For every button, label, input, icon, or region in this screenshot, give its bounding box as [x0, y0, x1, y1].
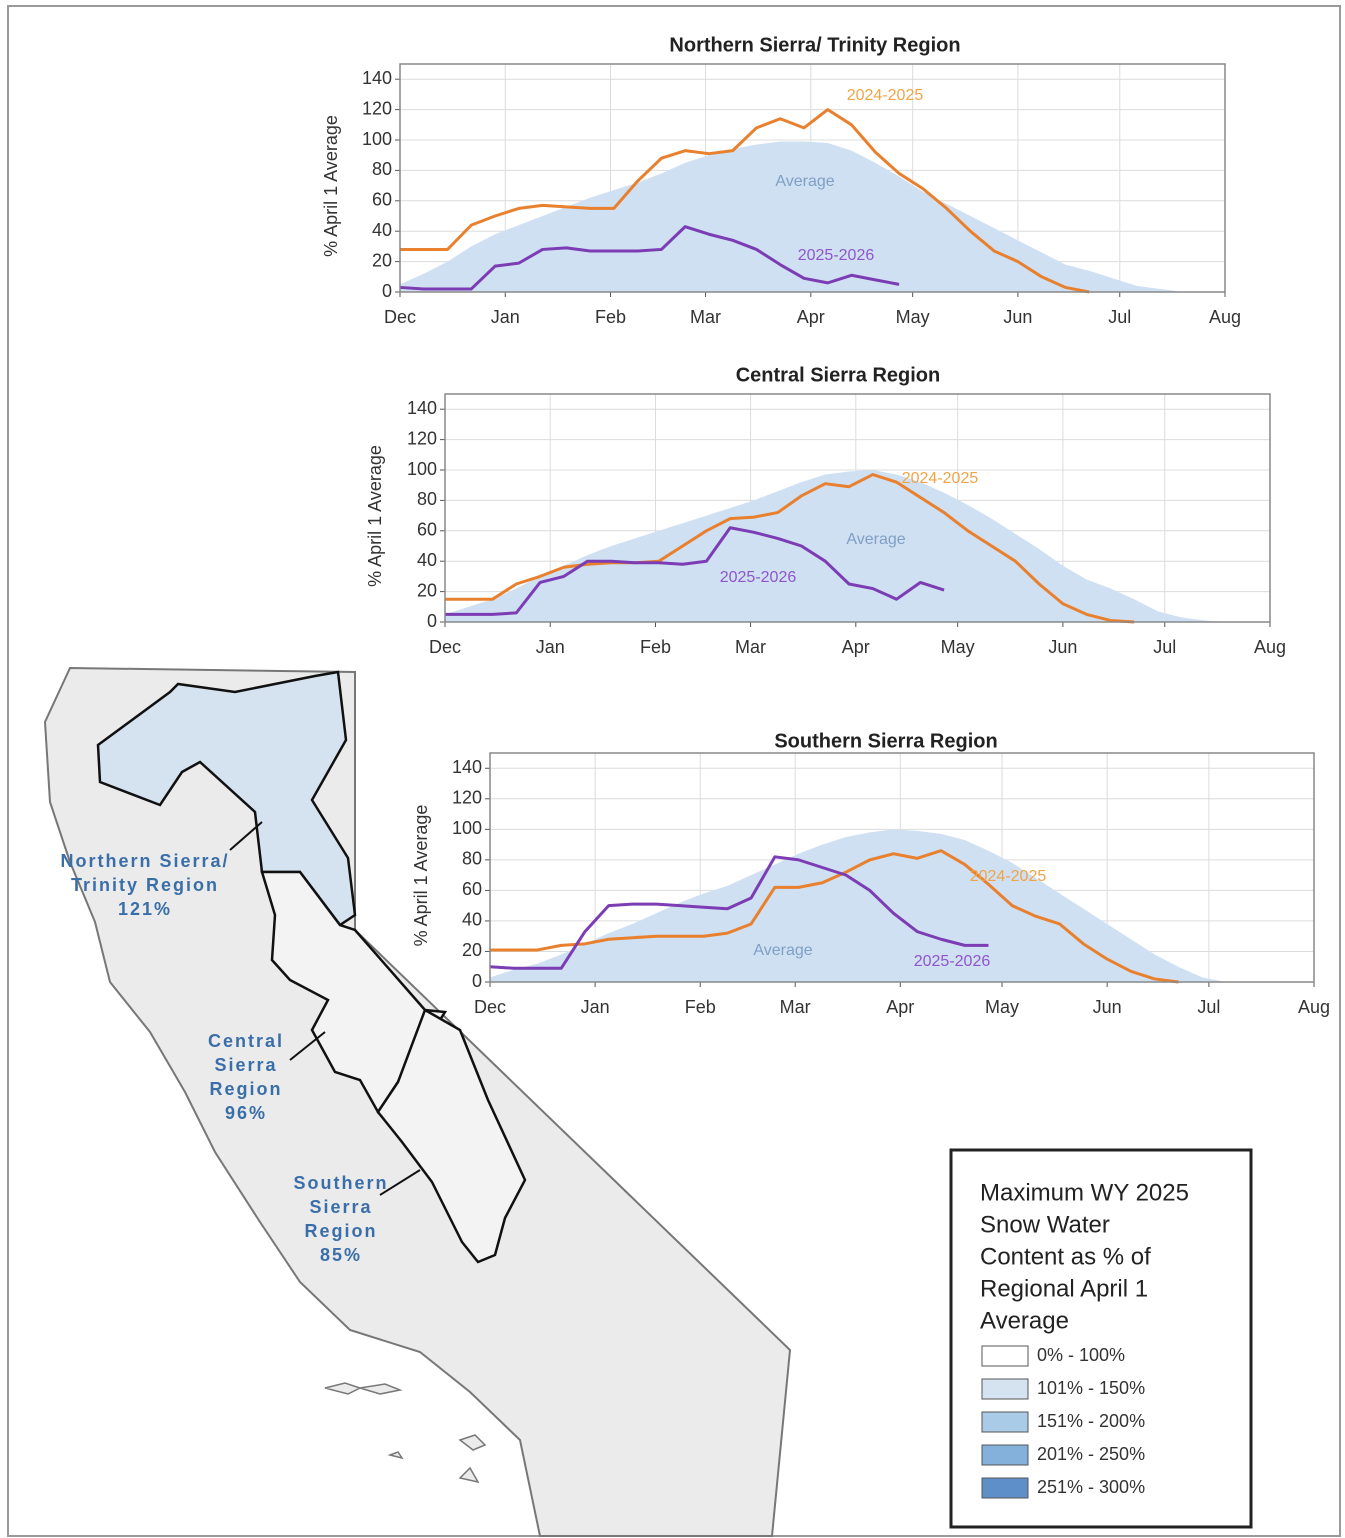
legend-swatch	[982, 1445, 1028, 1465]
x-tick-label: Jul	[1108, 307, 1131, 327]
y-tick-label: 60	[462, 879, 482, 899]
chart: 0 20 40 60 80 100 120 140 Dec Jan Feb Mar Apr May Jun J…	[411, 730, 1330, 1016]
y-tick-label: 80	[372, 159, 392, 179]
legend-title: Content as % of	[980, 1243, 1151, 1270]
legend-title: Maximum WY 2025	[980, 1179, 1189, 1206]
x-tick-label: May	[941, 637, 975, 657]
x-tick-label: Feb	[685, 997, 716, 1017]
y-tick-label: 20	[372, 250, 392, 270]
series-label: 2025-2026	[798, 247, 875, 264]
y-tick-label: 140	[407, 398, 437, 418]
x-tick-label: Jun	[1003, 307, 1032, 327]
x-tick-label: Jul	[1153, 637, 1176, 657]
map-label: Central	[208, 1031, 284, 1051]
legend-label: 251% - 300%	[1037, 1477, 1145, 1497]
y-tick-label: 80	[417, 489, 437, 509]
legend-label: 101% - 150%	[1037, 1378, 1145, 1398]
series-label: Average	[775, 173, 834, 190]
y-tick-label: 100	[452, 818, 482, 838]
x-tick-label: Apr	[842, 637, 870, 657]
map-label: Sierra	[214, 1055, 277, 1075]
map-label: Trinity Region	[71, 875, 219, 895]
legend-label: 0% - 100%	[1037, 1345, 1125, 1365]
x-tick-label: Jun	[1048, 637, 1077, 657]
legend-label: 151% - 200%	[1037, 1411, 1145, 1431]
map-label: Northern Sierra/	[60, 851, 229, 871]
map-label: Southern	[294, 1173, 389, 1193]
legend-title: Regional April 1	[980, 1275, 1148, 1302]
x-tick-label: Jan	[491, 307, 520, 327]
x-tick-label: Aug	[1209, 307, 1241, 327]
x-tick-label: Apr	[886, 997, 914, 1017]
y-tick-label: 40	[417, 550, 437, 570]
legend-swatch	[982, 1412, 1028, 1432]
y-tick-label: 100	[362, 129, 392, 149]
y-tick-label: 100	[407, 459, 437, 479]
y-tick-label: 120	[362, 98, 392, 118]
map-label: 96%	[225, 1103, 267, 1123]
y-tick-label: 140	[362, 68, 392, 88]
map-label: Region	[210, 1079, 283, 1099]
series-label: Average	[753, 942, 812, 959]
legend-title: Average	[980, 1307, 1069, 1334]
x-tick-label: Dec	[384, 307, 416, 327]
x-tick-label: Apr	[797, 307, 825, 327]
y-tick-label: 20	[417, 580, 437, 600]
legend-swatch	[982, 1346, 1028, 1366]
x-tick-label: Jan	[581, 997, 610, 1017]
series-label: 2025-2026	[914, 953, 991, 970]
x-tick-label: May	[896, 307, 930, 327]
y-axis-label: % April 1 Average	[365, 445, 385, 587]
x-tick-label: Jan	[536, 637, 565, 657]
x-tick-label: Feb	[595, 307, 626, 327]
y-tick-label: 120	[407, 428, 437, 448]
x-tick-label: Aug	[1298, 997, 1330, 1017]
y-tick-label: 80	[462, 849, 482, 869]
legend-swatch	[982, 1379, 1028, 1399]
series-label: 2025-2026	[720, 569, 797, 586]
y-tick-label: 0	[382, 281, 392, 301]
y-tick-label: 60	[417, 520, 437, 540]
legend-label: 201% - 250%	[1037, 1444, 1145, 1464]
chart-title: Southern Sierra Region	[774, 730, 997, 752]
x-tick-label: Jun	[1093, 997, 1122, 1017]
x-tick-label: Mar	[735, 637, 766, 657]
series-label: Average	[846, 531, 905, 548]
map-label: 85%	[320, 1245, 362, 1265]
x-tick-label: May	[985, 997, 1019, 1017]
legend-box	[951, 1150, 1251, 1527]
x-tick-label: Mar	[690, 307, 721, 327]
x-tick-label: Aug	[1254, 637, 1286, 657]
chart: 0 20 40 60 80 100 120 140 Dec Jan Feb Mar Apr May Jun J…	[365, 364, 1286, 656]
y-axis-label: % April 1 Average	[411, 805, 431, 947]
x-tick-label: Dec	[429, 637, 461, 657]
y-tick-label: 140	[452, 757, 482, 777]
x-tick-label: Dec	[474, 997, 506, 1017]
series-label: 2024-2025	[902, 470, 979, 487]
y-tick-label: 20	[462, 940, 482, 960]
legend-swatch	[982, 1478, 1028, 1498]
y-tick-label: 40	[462, 910, 482, 930]
y-tick-label: 40	[372, 220, 392, 240]
x-tick-label: Mar	[780, 997, 811, 1017]
map-label: Region	[305, 1221, 378, 1241]
y-tick-label: 60	[372, 190, 392, 210]
chart-title: Northern Sierra/ Trinity Region	[669, 34, 960, 56]
x-tick-label: Jul	[1197, 997, 1220, 1017]
series-label: 2024-2025	[847, 87, 924, 104]
y-axis-label: % April 1 Average	[321, 115, 341, 257]
chart: 0 20 40 60 80 100 120 140 Dec Jan Feb Mar Apr May Jun J…	[321, 34, 1241, 326]
x-tick-label: Feb	[640, 637, 671, 657]
page: 0 20 40 60 80 100 120 140 Dec Jan Feb Mar Apr May Jun J…	[0, 0, 1345, 1538]
chart-title: Central Sierra Region	[736, 364, 941, 386]
map-label: 121%	[118, 899, 172, 919]
y-tick-label: 0	[472, 971, 482, 991]
series-label: 2024-2025	[970, 868, 1047, 885]
y-tick-label: 0	[427, 611, 437, 631]
y-tick-label: 120	[452, 788, 482, 808]
map-label: Sierra	[309, 1197, 372, 1217]
legend-title: Snow Water	[980, 1211, 1110, 1238]
